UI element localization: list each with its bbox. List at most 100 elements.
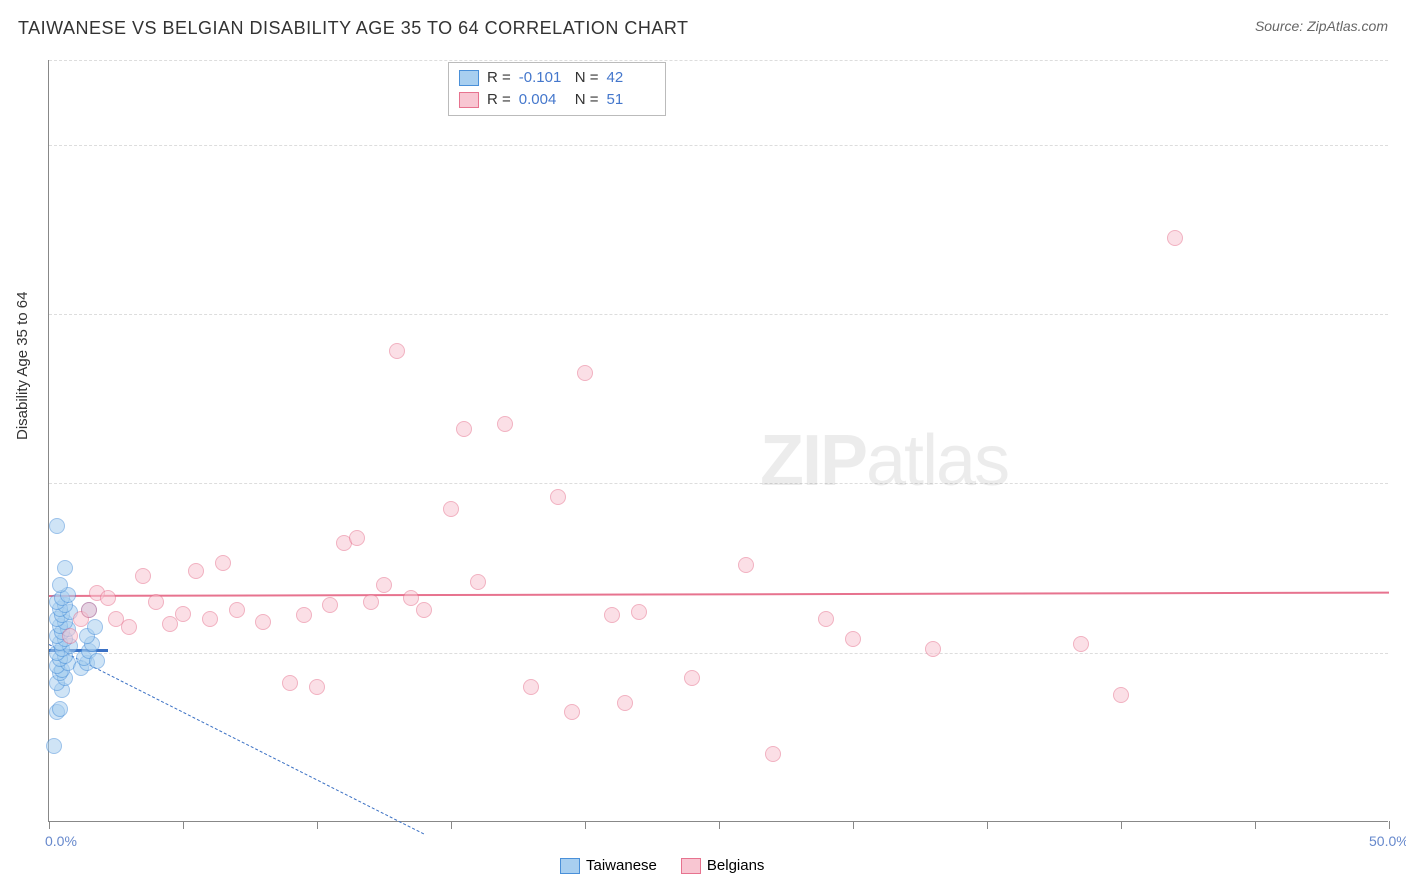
data-point-belgians <box>62 628 78 644</box>
source-value: ZipAtlas.com <box>1307 18 1388 34</box>
n-value-belgians: 51 <box>607 89 655 111</box>
data-point-taiwanese <box>49 518 65 534</box>
r-label: R = <box>487 67 511 89</box>
data-point-belgians <box>121 619 137 635</box>
gridline-h <box>49 60 1388 61</box>
data-point-taiwanese <box>52 701 68 717</box>
source-label: Source: <box>1255 18 1307 34</box>
x-tick <box>183 821 184 829</box>
data-point-belgians <box>389 343 405 359</box>
r-value-taiwanese: -0.101 <box>519 67 567 89</box>
source-attribution: Source: ZipAtlas.com <box>1255 18 1388 34</box>
data-point-taiwanese <box>46 738 62 754</box>
x-tick-label: 0.0% <box>45 833 77 849</box>
x-tick <box>853 821 854 829</box>
legend-label-taiwanese: Taiwanese <box>586 857 657 874</box>
x-tick <box>451 821 452 829</box>
data-point-belgians <box>684 670 700 686</box>
data-point-belgians <box>456 421 472 437</box>
r-value-belgians: 0.004 <box>519 89 567 111</box>
data-point-belgians <box>81 602 97 618</box>
stats-legend-box: R = -0.101 N = 42 R = 0.004 N = 51 <box>448 62 666 116</box>
swatch-taiwanese <box>459 70 479 86</box>
y-tick-label: 40.0% <box>1392 137 1406 153</box>
data-point-belgians <box>255 614 271 630</box>
data-point-belgians <box>148 594 164 610</box>
x-tick <box>1389 821 1390 829</box>
x-tick-label: 50.0% <box>1369 833 1406 849</box>
data-point-belgians <box>363 594 379 610</box>
data-point-belgians <box>1167 230 1183 246</box>
x-tick <box>719 821 720 829</box>
gridline-h <box>49 653 1388 654</box>
data-point-belgians <box>738 557 754 573</box>
data-point-belgians <box>309 679 325 695</box>
data-point-belgians <box>925 641 941 657</box>
data-point-belgians <box>765 746 781 762</box>
y-tick-label: 20.0% <box>1392 475 1406 491</box>
data-point-belgians <box>215 555 231 571</box>
legend-label-belgians: Belgians <box>707 857 765 874</box>
x-tick <box>1121 821 1122 829</box>
data-point-belgians <box>577 365 593 381</box>
data-point-belgians <box>523 679 539 695</box>
data-point-belgians <box>229 602 245 618</box>
bottom-legend: Taiwanese Belgians <box>560 857 764 874</box>
x-tick <box>987 821 988 829</box>
swatch-taiwanese-bottom <box>560 858 580 874</box>
data-point-belgians <box>1073 636 1089 652</box>
data-point-taiwanese <box>89 653 105 669</box>
data-point-belgians <box>135 568 151 584</box>
data-point-belgians <box>604 607 620 623</box>
x-tick <box>317 821 318 829</box>
gridline-h <box>49 145 1388 146</box>
data-point-belgians <box>349 530 365 546</box>
data-point-belgians <box>202 611 218 627</box>
x-tick <box>585 821 586 829</box>
y-tick-label: 30.0% <box>1392 306 1406 322</box>
gridline-h <box>49 314 1388 315</box>
data-point-belgians <box>296 607 312 623</box>
scatter-plot-area: 10.0%20.0%30.0%40.0%0.0%50.0% <box>48 60 1388 822</box>
x-tick <box>49 821 50 829</box>
r-label: R = <box>487 89 511 111</box>
data-point-belgians <box>376 577 392 593</box>
n-value-taiwanese: 42 <box>607 67 655 89</box>
data-point-belgians <box>403 590 419 606</box>
data-point-belgians <box>497 416 513 432</box>
data-point-belgians <box>550 489 566 505</box>
data-point-belgians <box>175 606 191 622</box>
x-tick <box>1255 821 1256 829</box>
data-point-taiwanese <box>57 560 73 576</box>
data-point-belgians <box>100 590 116 606</box>
data-point-belgians <box>443 501 459 517</box>
data-point-belgians <box>416 602 432 618</box>
n-label: N = <box>575 67 599 89</box>
data-point-belgians <box>1113 687 1129 703</box>
data-point-taiwanese <box>52 577 68 593</box>
legend-item-taiwanese: Taiwanese <box>560 857 657 874</box>
legend-item-belgians: Belgians <box>681 857 765 874</box>
data-point-belgians <box>322 597 338 613</box>
swatch-belgians <box>459 92 479 108</box>
data-point-belgians <box>470 574 486 590</box>
data-point-belgians <box>162 616 178 632</box>
data-point-belgians <box>188 563 204 579</box>
y-axis-title: Disability Age 35 to 64 <box>14 292 31 440</box>
stats-row-taiwanese: R = -0.101 N = 42 <box>459 67 655 89</box>
y-tick-label: 10.0% <box>1392 645 1406 661</box>
stats-row-belgians: R = 0.004 N = 51 <box>459 89 655 111</box>
data-point-belgians <box>631 604 647 620</box>
trend-line-taiwanese <box>49 644 425 835</box>
data-point-belgians <box>282 675 298 691</box>
swatch-belgians-bottom <box>681 858 701 874</box>
data-point-belgians <box>617 695 633 711</box>
data-point-taiwanese <box>87 619 103 635</box>
gridline-h <box>49 483 1388 484</box>
n-label: N = <box>575 89 599 111</box>
data-point-belgians <box>818 611 834 627</box>
trend-line-belgians <box>49 592 1389 597</box>
chart-title: TAIWANESE VS BELGIAN DISABILITY AGE 35 T… <box>18 18 689 39</box>
data-point-belgians <box>845 631 861 647</box>
data-point-belgians <box>564 704 580 720</box>
